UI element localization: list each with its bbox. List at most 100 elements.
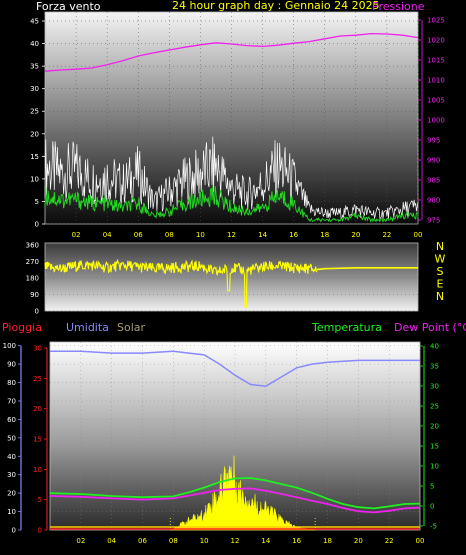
time-tick-label: 20 [351, 231, 360, 239]
legend-dewpoint: Dew Point (°C) [394, 321, 466, 334]
series-solar-area [169, 455, 316, 531]
pressure-y-tick-label: 1020 [427, 37, 445, 45]
pressure-y-tick-label: 1010 [427, 77, 445, 85]
time-tick-label: 08 [165, 231, 174, 239]
graph-title: 24 hour graph day : Gennaio 24 2025 [172, 0, 380, 12]
time-tick-label: 12 [227, 231, 236, 239]
time-tick-label-bottom: 22 [385, 537, 394, 545]
direction-y-tick-label: 0 [35, 308, 39, 316]
time-tick-label: 16 [289, 231, 298, 239]
humidity-y-tick-label: 70 [7, 397, 16, 405]
temp-y-tick-label: 40 [430, 343, 439, 351]
humidity-y-tick-label: 60 [7, 416, 16, 424]
pressure-y-tick-label: 985 [427, 177, 440, 185]
pressure-axis-title: Pressione [372, 0, 425, 13]
wind-y-tick-label: 25 [30, 108, 39, 116]
direction-y-tick-label: 270 [26, 258, 39, 266]
time-tick-label-bottom: 12 [231, 537, 240, 545]
time-tick-label: 02 [72, 231, 81, 239]
rain-y-tick-label: 15 [33, 436, 42, 444]
time-tick-label-bottom: 14 [261, 537, 270, 545]
pressure-y-tick-label: 980 [427, 197, 440, 205]
temp-y-tick-label: 5 [430, 483, 434, 491]
time-tick-label: 04 [103, 231, 112, 239]
legend-pioggia: Pioggia [2, 321, 42, 334]
time-tick-label-bottom: 08 [169, 537, 178, 545]
time-tick-label-bottom: 06 [138, 537, 147, 545]
wind-y-tick-label: 10 [30, 175, 39, 183]
time-tick-label-bottom: 00 [416, 537, 425, 545]
temp-y-tick-label: 30 [430, 383, 439, 391]
compass-label: W [435, 253, 446, 266]
rain-y-tick-label: 5 [38, 496, 42, 504]
rain-y-tick-label: 0 [38, 527, 42, 535]
pressure-y-tick-label: 995 [427, 137, 440, 145]
wind-axis-title: Forza vento [36, 0, 101, 13]
wind-y-tick-label: 20 [30, 130, 39, 138]
pressure-y-tick-label: 1025 [427, 17, 445, 25]
legend-solar: Solar [117, 321, 146, 334]
series-media-line [44, 186, 419, 223]
temp-y-tick-label: 20 [430, 423, 439, 431]
time-tick-label: 06 [134, 231, 143, 239]
series-direzione-line [44, 258, 318, 308]
series-direzione-tail [316, 266, 418, 271]
wind-direction-plot-area [44, 242, 419, 312]
time-tick-label-bottom: 16 [292, 537, 301, 545]
time-tick-label: 10 [196, 231, 205, 239]
pressure-y-tick-label: 990 [427, 157, 440, 165]
series-umidita-line [50, 350, 420, 387]
series-pressione-line [44, 32, 419, 72]
wind-y-tick-label: 15 [30, 153, 39, 161]
direction-y-tick-label: 180 [26, 274, 39, 282]
time-tick-label: 00 [414, 231, 423, 239]
pressure-y-tick-label: 1005 [427, 97, 445, 105]
compass-label: N [436, 290, 444, 303]
time-tick-label-bottom: 10 [200, 537, 209, 545]
wind-y-tick-label: 5 [35, 198, 39, 206]
humidity-y-tick-label: 0 [12, 527, 16, 535]
humidity-y-tick-label: 90 [7, 361, 16, 369]
wind-y-tick-label: 0 [35, 221, 39, 229]
humidity-y-tick-label: 80 [7, 379, 16, 387]
series-temperatura-line [49, 477, 421, 510]
compass-label: S [437, 265, 444, 278]
time-tick-label-bottom: 04 [107, 537, 116, 545]
time-tick-label-bottom: 20 [354, 537, 363, 545]
temp-y-tick-label: 35 [430, 363, 439, 371]
rain-y-tick-label: 30 [33, 345, 42, 353]
temp-y-tick-label: 10 [430, 463, 439, 471]
wind-y-tick-label: 35 [30, 63, 39, 71]
legend-temperatura: Temperatura [311, 321, 382, 334]
humidity-y-tick-label: 100 [3, 342, 16, 350]
humidity-y-tick-label: 20 [7, 490, 16, 498]
time-tick-label-bottom: 18 [323, 537, 332, 545]
pressure-y-tick-label: 975 [427, 217, 440, 225]
humidity-y-tick-label: 40 [7, 453, 16, 461]
direction-y-tick-label: 90 [30, 291, 39, 299]
wind-y-tick-label: 45 [30, 18, 39, 26]
temp-y-tick-label: 0 [430, 503, 434, 511]
compass-label: N [436, 240, 444, 253]
time-tick-label: 18 [320, 231, 329, 239]
series-dewpoint-line [49, 487, 421, 514]
legend-umidita: Umidita [66, 321, 109, 334]
wind-y-tick-label: 40 [30, 40, 39, 48]
direction-y-tick-label: 360 [26, 241, 39, 249]
wind-y-tick-label: 30 [30, 85, 39, 93]
time-tick-label: 22 [382, 231, 391, 239]
temp-y-tick-label: 25 [430, 403, 439, 411]
temp-y-tick-label: 15 [430, 443, 439, 451]
rain-y-tick-label: 25 [33, 375, 42, 383]
compass-label: E [437, 278, 444, 291]
rain-y-tick-label: 20 [33, 405, 42, 413]
humidity-y-tick-label: 10 [7, 508, 16, 516]
pressure-y-tick-label: 1000 [427, 117, 445, 125]
humidity-y-tick-label: 50 [7, 434, 16, 442]
humidity-y-tick-label: 30 [7, 471, 16, 479]
time-tick-label: 14 [258, 231, 267, 239]
rain-y-tick-label: 10 [33, 466, 42, 474]
temp-y-tick-label: -5 [430, 523, 437, 531]
time-tick-label-bottom: 02 [76, 537, 85, 545]
